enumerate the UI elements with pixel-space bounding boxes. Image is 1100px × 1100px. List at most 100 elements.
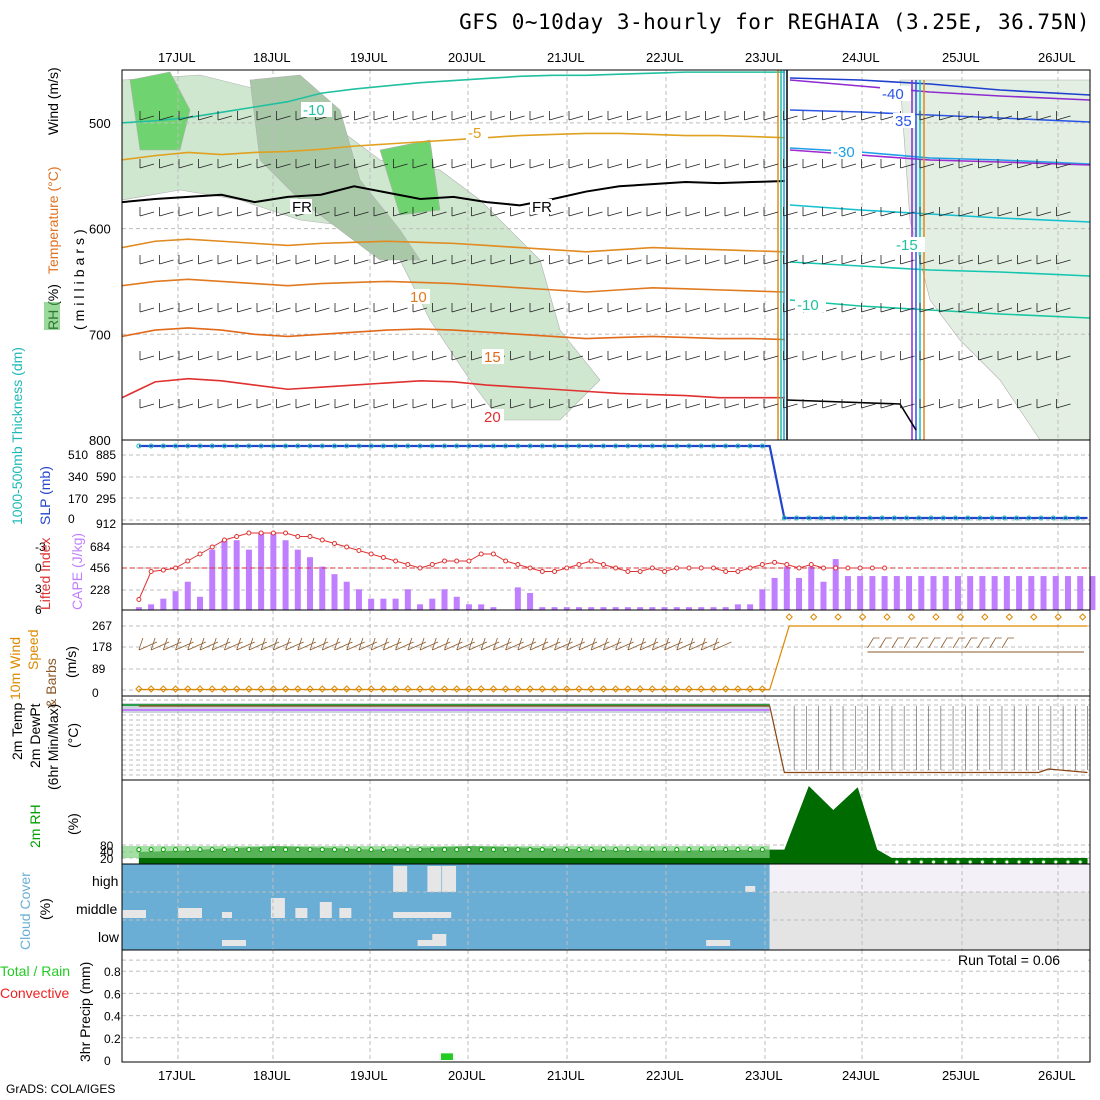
cape-bar (624, 607, 631, 610)
wind-speed-point (514, 685, 522, 693)
thickness-point (977, 515, 983, 521)
thickness-point (185, 443, 191, 449)
wind-barb (276, 399, 291, 409)
wind-speed-point (465, 685, 473, 693)
thickness-point (417, 443, 423, 449)
cape-bar (710, 607, 717, 610)
wind-barb (471, 303, 486, 313)
wind-barb (568, 159, 584, 169)
thickness-line (138, 444, 1088, 520)
wind-barb (724, 111, 740, 121)
thickness-point (234, 443, 240, 449)
thickness-point (393, 443, 399, 449)
lifted-point (747, 565, 753, 571)
wind-barb (1056, 399, 1071, 409)
wind-barb (713, 637, 732, 651)
thickness-ylabel: 1000-500mb Thickness (dm) (9, 347, 25, 525)
rh-point (1004, 859, 1010, 865)
thickness-point (319, 443, 325, 449)
wind-barb (178, 207, 194, 217)
lifted-point (857, 565, 863, 571)
barbs-ylabel: & Barbs (43, 658, 59, 708)
wind-barb (198, 207, 213, 217)
rh-point (539, 847, 545, 853)
thickness-axis-label: 1000-500mb Thickness (dm) (9, 347, 25, 525)
wind-barb (529, 303, 545, 313)
wind-barb (891, 637, 904, 649)
temp-panel: 2m Temp 2m DewPt (6hr Min/Max) (°C) (9, 695, 1091, 790)
wind-barb (880, 207, 896, 217)
wind-speed-point (318, 685, 326, 693)
rh-point (637, 847, 643, 853)
rh-point (955, 859, 961, 865)
cape-tick: 684 (90, 540, 110, 554)
cape-bar (722, 607, 729, 610)
wind-barb (256, 351, 272, 361)
wind-speed-point (734, 685, 742, 693)
wind-barb (724, 159, 740, 169)
rh-point (1053, 859, 1059, 865)
thickness-point (160, 443, 166, 449)
pressure-axis-label: (millibars) (71, 225, 87, 330)
cape-bar (392, 598, 399, 610)
wind-barb (744, 159, 759, 169)
thickness-point (368, 443, 374, 449)
cape-bar (148, 604, 155, 610)
temp-unit-label: (°C) (65, 723, 81, 748)
wind-barb (705, 351, 720, 361)
thickness-point (830, 515, 836, 521)
cape-axis-label: CAPE (J/kg) (69, 533, 85, 610)
wind-barb (919, 351, 935, 361)
date-label-bottom: 20JUL (448, 1068, 486, 1083)
speed-axis-label: Speed (25, 630, 41, 670)
label-bg (795, 297, 826, 312)
wind-speed-point (1005, 613, 1014, 621)
cape-bar (197, 596, 204, 610)
date-label-top: 26JUL (1038, 50, 1076, 65)
lifted-point (490, 551, 496, 557)
lifted-point (466, 558, 472, 564)
lifted-point (258, 530, 264, 536)
temp-axis-label: 2m Temp (9, 702, 25, 760)
wind-barb (217, 159, 233, 169)
wind-barb (822, 159, 837, 169)
lifted-point (209, 544, 215, 550)
wind-barb (393, 111, 408, 121)
wind-barb (490, 207, 506, 217)
wind-barb (529, 351, 545, 361)
wind-barb (139, 255, 155, 265)
wind-barb (541, 637, 561, 651)
wind-barb (724, 303, 740, 313)
thickness-point (879, 515, 885, 521)
pressure-tick: 500 (89, 116, 111, 131)
wind-barb (1017, 351, 1032, 361)
wind-barb (334, 159, 350, 169)
pressure-tick: 800 (89, 433, 111, 448)
wind-speed-point (306, 685, 314, 693)
wind-barb (178, 303, 194, 313)
lifted-ylabel: Lifted Index (37, 538, 53, 610)
wind-barb (977, 637, 990, 649)
thickness-point (637, 443, 643, 449)
wind-barb (549, 111, 564, 121)
cloud-mid-bar (270, 898, 285, 918)
cape-bar (331, 574, 338, 610)
wind-axis-label: 10m Wind (7, 637, 23, 700)
wind-panel: 267 178 89 0 10m Wind Speed& Barbs (m/s) (7, 609, 1091, 708)
cloud-unit: (%) (37, 898, 53, 920)
cape-bar (417, 604, 424, 610)
credit-text: GrADS: COLA/IGES (6, 1082, 116, 1096)
wind-barb (315, 303, 330, 313)
wind-barb (685, 303, 701, 313)
wind-barb (217, 303, 233, 313)
cape-bar (319, 566, 326, 610)
wind-barb (256, 207, 272, 217)
wind-barb (588, 207, 603, 217)
thickness-point (735, 443, 741, 449)
date-label-bottom: 17JUL (158, 1068, 196, 1083)
cloud-low-bar (222, 940, 247, 946)
cape-bar (1089, 576, 1096, 610)
wind-barb (346, 637, 365, 651)
cloud-high-bar (427, 866, 442, 892)
wind-barb (285, 637, 304, 651)
